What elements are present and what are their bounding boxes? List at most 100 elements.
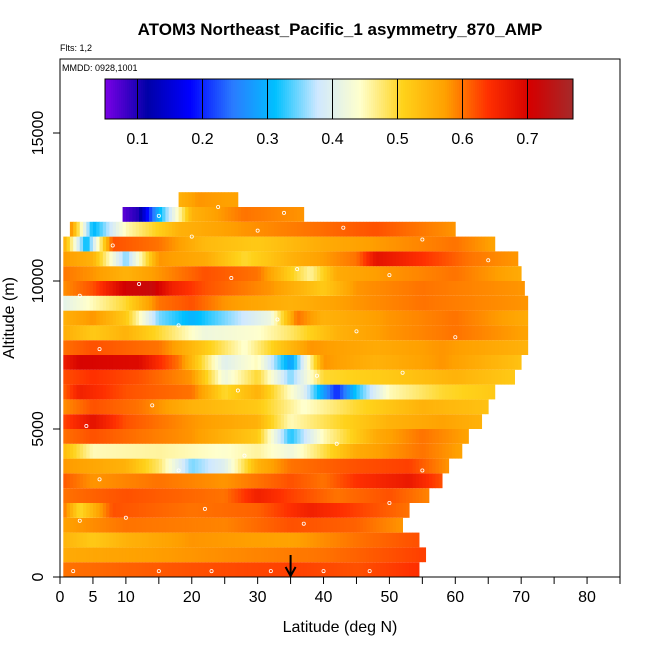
colorbar-swatch bbox=[549, 79, 552, 119]
heatmap-cell bbox=[178, 295, 183, 311]
heatmap-cell bbox=[504, 340, 509, 355]
heatmap-cell bbox=[488, 281, 492, 296]
heatmap-cell bbox=[498, 340, 502, 355]
heatmap-cell bbox=[517, 325, 522, 341]
heatmap-cell bbox=[228, 221, 232, 237]
heatmap-cell bbox=[326, 547, 331, 563]
heatmap-cell bbox=[119, 369, 123, 385]
colorbar-swatch bbox=[277, 79, 280, 119]
heatmap-cell bbox=[452, 325, 456, 341]
heatmap-cell bbox=[185, 355, 189, 370]
sample-point bbox=[137, 281, 142, 286]
heatmap-cell bbox=[323, 266, 328, 281]
heatmap-cell bbox=[218, 414, 222, 429]
heatmap-cell bbox=[204, 384, 209, 400]
heatmap-cell bbox=[366, 517, 371, 533]
x-tick-label: 5 bbox=[88, 589, 97, 606]
heatmap-cell bbox=[465, 414, 469, 429]
heatmap-cell bbox=[195, 384, 199, 400]
heatmap-cell bbox=[86, 340, 91, 355]
heatmap-cell bbox=[201, 384, 206, 400]
heatmap-cell bbox=[389, 443, 394, 459]
heatmap-cell bbox=[369, 414, 374, 429]
heatmap-cell bbox=[293, 325, 298, 341]
heatmap-cell bbox=[326, 458, 331, 474]
heatmap-cell bbox=[333, 221, 338, 237]
heatmap-cell bbox=[162, 488, 166, 503]
heatmap-cell bbox=[234, 473, 239, 489]
heatmap-cell bbox=[346, 310, 351, 326]
heatmap-cell bbox=[290, 503, 295, 518]
heatmap-cell bbox=[455, 340, 459, 355]
heatmap-cell bbox=[293, 399, 298, 415]
heatmap-cell bbox=[204, 517, 209, 533]
heatmap-cell bbox=[162, 281, 166, 296]
heatmap-cell bbox=[376, 355, 380, 370]
heatmap-cell bbox=[392, 251, 397, 267]
heatmap-cell bbox=[297, 325, 301, 341]
heatmap-cell bbox=[204, 310, 209, 326]
heatmap-cell bbox=[284, 310, 288, 326]
heatmap-cell bbox=[280, 547, 285, 563]
heatmap-cell bbox=[204, 399, 209, 415]
heatmap-cell bbox=[376, 488, 380, 503]
colorbar-swatch bbox=[329, 79, 332, 119]
heatmap-cell bbox=[188, 310, 193, 326]
heatmap-cell bbox=[405, 281, 410, 296]
heatmap-cell bbox=[455, 384, 459, 400]
heatmap-cell bbox=[106, 517, 110, 533]
heatmap-cell bbox=[218, 488, 222, 503]
heatmap-cell bbox=[119, 503, 123, 518]
heatmap-cell bbox=[122, 207, 127, 222]
heatmap-cell bbox=[76, 473, 81, 489]
heatmap-cell bbox=[442, 325, 446, 341]
heatmap-cell bbox=[175, 503, 179, 518]
heatmap-cell bbox=[267, 458, 272, 474]
heatmap-cell bbox=[218, 517, 222, 533]
heatmap-cell bbox=[399, 562, 403, 577]
heatmap-cell bbox=[333, 355, 338, 370]
heatmap-cell bbox=[340, 414, 344, 429]
heatmap-cell bbox=[274, 266, 278, 281]
heatmap-cell bbox=[122, 517, 127, 533]
heatmap-cell bbox=[92, 517, 97, 533]
heatmap-cell bbox=[66, 517, 71, 533]
heatmap-cell bbox=[435, 325, 440, 341]
heatmap-cell bbox=[237, 517, 242, 533]
colorbar-swatch bbox=[441, 79, 444, 119]
heatmap-cell bbox=[148, 281, 153, 296]
heatmap-cell bbox=[116, 310, 120, 326]
heatmap-cell bbox=[438, 443, 443, 459]
heatmap-cell bbox=[116, 473, 120, 489]
heatmap-cell bbox=[109, 414, 114, 429]
heatmap-cell bbox=[264, 488, 268, 503]
heatmap-cell bbox=[208, 503, 212, 518]
heatmap-cell bbox=[458, 340, 463, 355]
heatmap-cell bbox=[475, 310, 479, 326]
heatmap-cell bbox=[211, 473, 216, 489]
heatmap-cell bbox=[148, 207, 153, 222]
colorbar-swatch bbox=[217, 79, 220, 119]
heatmap-cell bbox=[409, 414, 413, 429]
heatmap-cell bbox=[274, 221, 278, 237]
heatmap-cell bbox=[326, 562, 331, 577]
colorbar-swatch bbox=[149, 79, 152, 119]
heatmap-cell bbox=[231, 473, 235, 489]
colorbar-tick-label: 0.7 bbox=[516, 131, 538, 148]
heatmap-cell bbox=[251, 414, 255, 429]
heatmap-cell bbox=[178, 443, 183, 459]
heatmap-cell bbox=[498, 325, 502, 341]
heatmap-cell bbox=[277, 281, 282, 296]
colorbar-swatch bbox=[405, 79, 408, 119]
heatmap-cell bbox=[432, 399, 436, 415]
heatmap-cell bbox=[231, 281, 235, 296]
heatmap-cell bbox=[343, 414, 347, 429]
heatmap-cell bbox=[280, 236, 285, 252]
heatmap-cell bbox=[142, 221, 147, 237]
heatmap-cell bbox=[307, 369, 311, 385]
heatmap-cell bbox=[106, 325, 110, 341]
heatmap-cell bbox=[96, 295, 100, 311]
heatmap-cell bbox=[260, 414, 265, 429]
heatmap-cell bbox=[132, 221, 137, 237]
colorbar-swatch bbox=[559, 79, 562, 119]
